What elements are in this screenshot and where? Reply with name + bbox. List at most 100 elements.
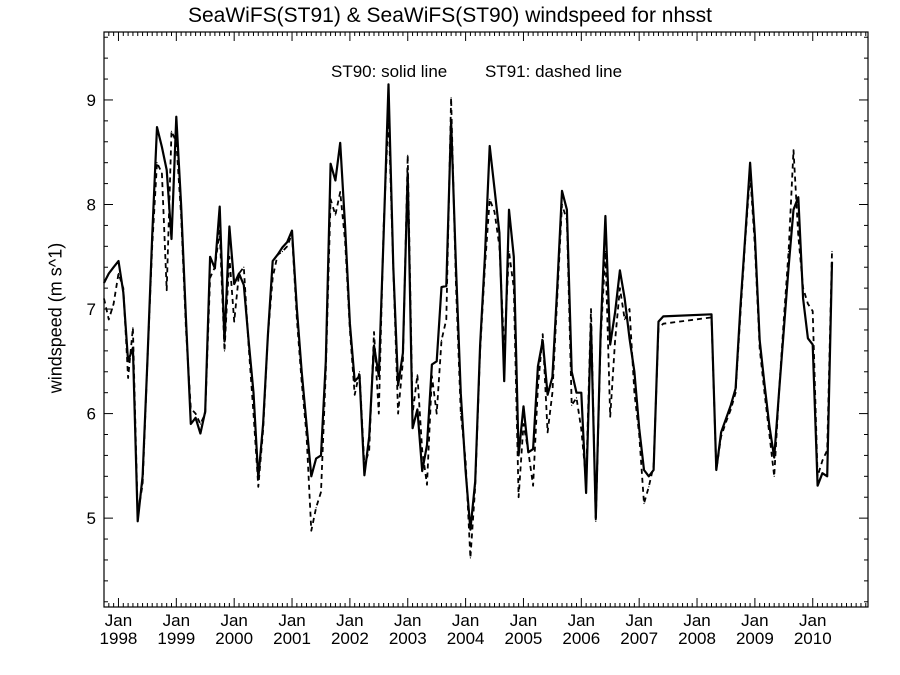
data-point-st91: [763, 392, 766, 394]
data-point-st91: [209, 277, 211, 279]
x-tick-month-label: Jan: [799, 611, 826, 630]
data-point-st90: [566, 209, 568, 211]
data-point-st90: [286, 241, 288, 243]
data-point-st91: [320, 491, 322, 493]
x-tick-month-label: Jan: [278, 611, 305, 630]
data-point-st91: [474, 486, 476, 488]
data-point-st91: [407, 154, 409, 156]
data-point-st90: [561, 190, 563, 192]
data-point-st90: [407, 172, 409, 174]
data-point-st91: [744, 240, 746, 242]
data-point-st90: [180, 203, 182, 206]
data-point-st90: [503, 380, 505, 382]
x-tick-year-label: 2000: [215, 629, 253, 648]
data-point-st91: [310, 530, 312, 532]
data-point-st90: [373, 345, 375, 347]
data-point-st90: [498, 232, 500, 234]
data-point-st91: [628, 308, 631, 310]
data-point-st91: [262, 429, 264, 431]
data-point-st90: [339, 142, 341, 144]
data-point-st90: [807, 337, 809, 339]
data-point-st91: [195, 413, 197, 415]
data-point-st90: [113, 266, 115, 268]
data-point-st91: [720, 436, 722, 438]
x-tick-month-label: Jan: [220, 611, 247, 630]
data-point-st90: [142, 475, 144, 477]
data-point-st91: [252, 413, 255, 415]
data-point-st91: [146, 360, 148, 362]
data-point-st91: [373, 331, 375, 333]
data-point-st91: [330, 198, 332, 200]
data-point-st91: [440, 339, 443, 341]
data-point-st90: [387, 83, 390, 85]
data-point-st91: [368, 449, 370, 451]
data-point-st91: [170, 130, 173, 132]
y-tick-label: 5: [87, 509, 96, 528]
data-point-st90: [754, 235, 756, 237]
x-tick-year-label: 2008: [678, 629, 716, 648]
data-point-st90: [354, 380, 356, 382]
x-tick-year-label: 1999: [157, 629, 195, 648]
data-point-st91: [600, 339, 602, 341]
x-tick-month-label: Jan: [452, 611, 479, 630]
data-point-st91: [223, 350, 226, 352]
data-point-st91: [508, 250, 510, 253]
data-point-st91: [551, 392, 554, 394]
data-point-st91: [783, 318, 785, 321]
x-tick-month-label: Jan: [568, 611, 595, 630]
x-tick-year-label: 2010: [794, 629, 832, 648]
data-point-st90: [219, 206, 221, 208]
data-point-st91: [281, 250, 283, 253]
data-point-st90: [773, 456, 775, 459]
data-point-st91: [493, 211, 496, 213]
data-point-st90: [619, 269, 621, 271]
y-tick-label: 9: [87, 91, 96, 110]
data-point-st91: [556, 298, 558, 300]
data-point-st91: [513, 287, 515, 289]
data-point-st90: [797, 196, 799, 198]
chart-title: SeaWiFS(ST91) & SeaWiFS(ST90) windspeed …: [187, 4, 712, 27]
x-tick-year-label: 2006: [562, 629, 600, 648]
data-point-st91: [185, 329, 187, 331]
data-point-st90: [272, 260, 274, 262]
data-point-st91: [489, 198, 491, 200]
data-point-st91: [817, 475, 819, 477]
data-point-st90: [826, 475, 828, 477]
data-point-st90: [440, 286, 443, 288]
data-point-st90: [657, 321, 660, 323]
data-point-st91: [450, 97, 452, 99]
data-point-st91: [633, 392, 636, 394]
data-point-st90: [730, 404, 732, 406]
data-point-st91: [257, 486, 259, 488]
data-point-st90: [817, 485, 819, 487]
data-point-st91: [151, 245, 153, 247]
data-point-st91: [315, 507, 317, 509]
data-point-st91: [807, 303, 809, 305]
data-point-st90: [108, 272, 110, 275]
data-point-st91: [609, 416, 611, 418]
data-point-st91: [484, 266, 486, 268]
data-point-st91: [619, 287, 621, 289]
data-point-st90: [662, 315, 664, 317]
data-point-st91: [826, 449, 828, 451]
data-point-st91: [436, 413, 438, 415]
data-point-st90: [117, 260, 120, 262]
data-point-st91: [103, 298, 105, 300]
data-point-st90: [812, 344, 814, 346]
data-point-st90: [421, 470, 423, 472]
data-point-st90: [252, 392, 255, 394]
data-point-st90: [643, 469, 645, 471]
x-tick-year-label: 2007: [620, 629, 658, 648]
data-point-st90: [233, 283, 235, 285]
data-point-st91: [648, 486, 650, 488]
data-point-st90: [585, 492, 587, 494]
x-tick-month-label: Jan: [163, 611, 190, 630]
y-tick-label: 7: [87, 300, 96, 319]
x-tick-year-label: 2003: [389, 629, 427, 648]
data-point-st90: [744, 236, 746, 238]
data-point-st91: [344, 240, 346, 242]
data-point-st91: [117, 272, 120, 275]
data-point-st90: [489, 145, 491, 147]
data-point-st91: [296, 318, 298, 321]
data-point-st91: [137, 513, 139, 515]
